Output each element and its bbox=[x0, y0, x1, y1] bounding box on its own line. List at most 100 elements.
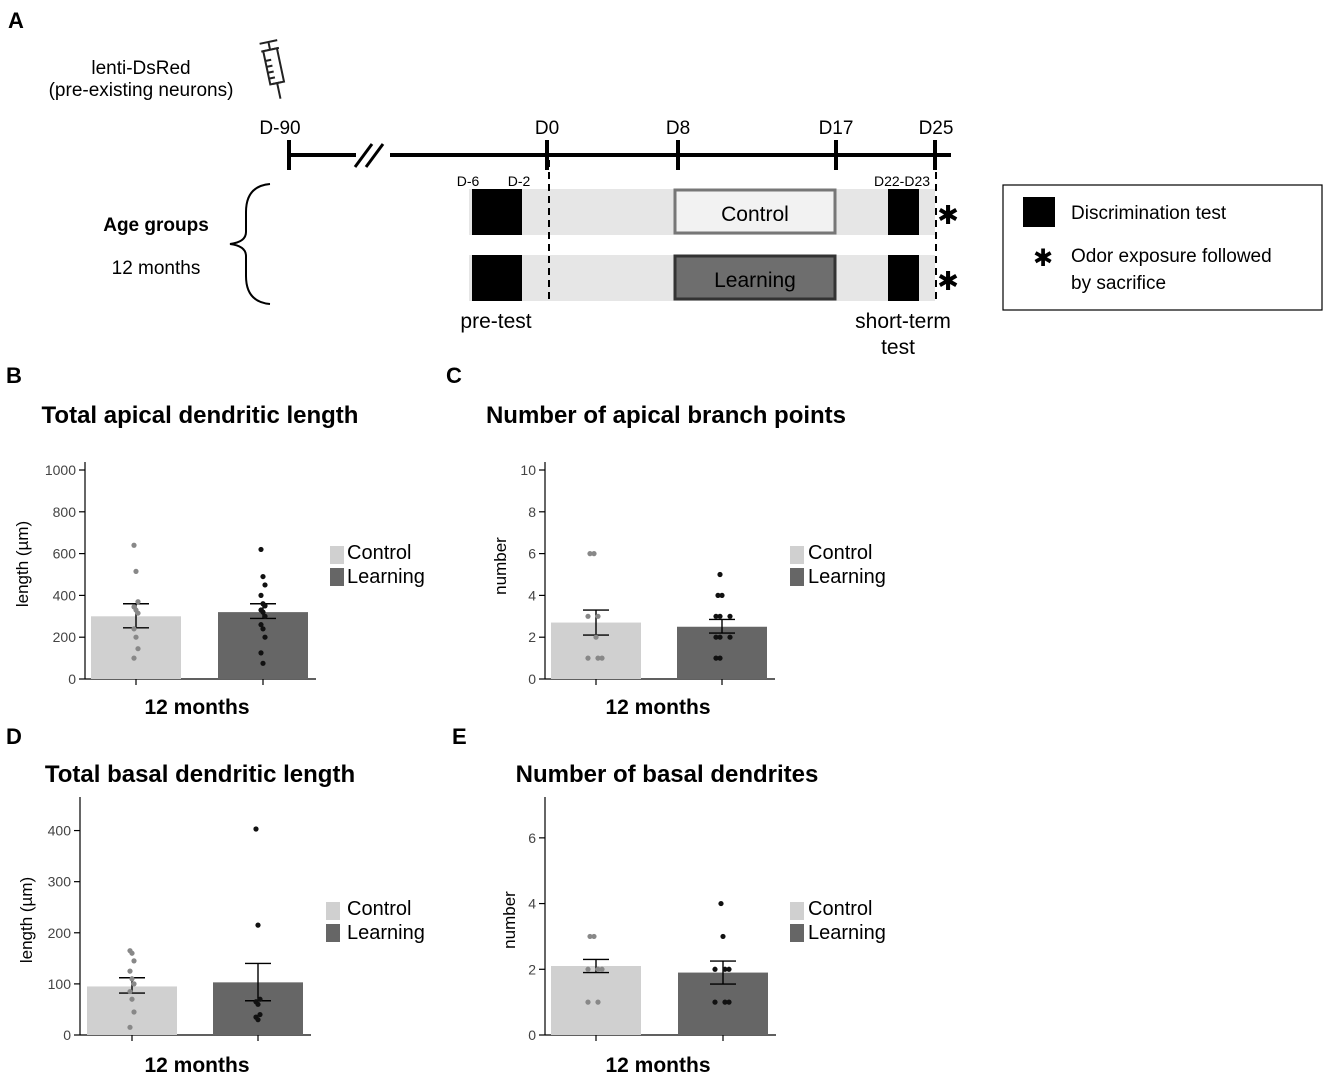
x-category-label: 12 months bbox=[605, 696, 710, 719]
y-tick-label: 400 bbox=[53, 587, 77, 603]
legend-control: Control bbox=[347, 542, 411, 564]
data-point bbox=[726, 999, 732, 1005]
y-tick-label: 300 bbox=[48, 874, 72, 890]
data-point bbox=[258, 546, 264, 553]
day-label-d17: D17 bbox=[819, 118, 854, 139]
data-point bbox=[255, 922, 261, 928]
data-point bbox=[127, 988, 133, 995]
panel-a: A lenti-DsRed (pre-existing neurons) bbox=[8, 8, 1323, 359]
data-point bbox=[727, 634, 733, 640]
data-point bbox=[599, 966, 605, 972]
discrimination-block bbox=[472, 255, 522, 301]
day-label-d0: D0 bbox=[535, 118, 559, 139]
data-point bbox=[713, 634, 719, 640]
timeline-legend: Discrimination test ✱ Odor exposure foll… bbox=[1002, 184, 1323, 311]
legend-learning: Learning bbox=[347, 922, 425, 944]
learning-box bbox=[673, 254, 837, 301]
data-point bbox=[585, 655, 591, 661]
label-d-2: D-2 bbox=[508, 173, 531, 189]
y-tick-label: 200 bbox=[53, 629, 77, 645]
y-tick-label: 400 bbox=[48, 823, 72, 839]
panel-d: D Total basal dendritic length length (µ… bbox=[6, 724, 425, 1077]
data-point bbox=[131, 626, 137, 632]
data-point bbox=[595, 966, 601, 972]
label-d22-d23: D22-D23 bbox=[874, 173, 930, 189]
data-point bbox=[131, 981, 137, 987]
legend-swatch-learning bbox=[326, 924, 340, 942]
legend-swatch-control bbox=[326, 902, 340, 920]
panel-letter-d: D bbox=[6, 724, 22, 749]
data-point bbox=[717, 634, 723, 640]
data-point bbox=[591, 551, 597, 557]
y-tick-label: 0 bbox=[63, 1027, 71, 1043]
y-tick-label: 0 bbox=[528, 671, 536, 687]
data-point bbox=[262, 603, 268, 609]
data-point bbox=[585, 613, 591, 619]
chart-title: Total basal dendritic length bbox=[45, 761, 355, 788]
data-point bbox=[587, 933, 593, 940]
y-tick-label: 200 bbox=[48, 925, 72, 941]
x-category-label: 12 months bbox=[144, 1054, 249, 1077]
data-point bbox=[129, 950, 135, 956]
asterisk-icon: ✱ bbox=[937, 200, 959, 230]
y-tick-label: 800 bbox=[53, 504, 77, 520]
shortterm-label-line2: test bbox=[881, 336, 915, 359]
data-point bbox=[717, 571, 723, 578]
day-label-d25: D25 bbox=[919, 118, 954, 139]
data-point bbox=[131, 1009, 137, 1015]
pretest-label: pre-test bbox=[460, 310, 531, 333]
data-point bbox=[712, 966, 718, 972]
y-tick-label: 2 bbox=[528, 961, 536, 977]
legend-learning: Learning bbox=[808, 922, 886, 944]
y-axis-title: number bbox=[491, 537, 510, 595]
legend-learning: Learning bbox=[347, 566, 425, 588]
data-point bbox=[595, 999, 601, 1005]
age-groups-label: Age groups bbox=[103, 215, 209, 236]
timeline: D-90 D0 D8 D17 D25 bbox=[259, 118, 953, 170]
data-point bbox=[719, 592, 725, 599]
panel-letter-a: A bbox=[8, 8, 24, 33]
legend-discrimination: Discrimination test bbox=[1071, 203, 1227, 224]
data-point bbox=[260, 573, 266, 580]
legend-odor-line1: Odor exposure followed bbox=[1071, 246, 1272, 267]
data-point bbox=[718, 900, 724, 907]
data-point bbox=[135, 599, 141, 605]
asterisk-icon: ✱ bbox=[1033, 245, 1053, 272]
legend-swatch-control bbox=[790, 546, 804, 564]
data-point bbox=[717, 613, 723, 619]
legend-swatch-learning bbox=[790, 568, 804, 586]
learning-box-label: Learning bbox=[714, 269, 796, 292]
y-axis-title: length (µm) bbox=[17, 877, 36, 963]
panel-c: C Number of apical branch points number … bbox=[446, 363, 886, 719]
y-tick-label: 8 bbox=[528, 504, 536, 520]
control-track: Control ✱ bbox=[469, 188, 959, 235]
data-point bbox=[591, 933, 597, 940]
bar-learning bbox=[218, 612, 308, 679]
data-point bbox=[599, 655, 605, 661]
data-point bbox=[260, 626, 266, 632]
learning-track: Learning ✱ bbox=[469, 254, 959, 301]
data-point bbox=[133, 634, 139, 640]
control-box bbox=[673, 188, 837, 235]
data-point bbox=[257, 1011, 263, 1018]
legend-swatch-learning bbox=[330, 568, 344, 586]
data-point bbox=[258, 592, 264, 599]
y-tick-label: 0 bbox=[68, 671, 76, 687]
data-point bbox=[255, 1017, 261, 1023]
panel-letter-e: E bbox=[452, 724, 467, 749]
shortterm-label-line1: short-term bbox=[855, 310, 951, 333]
panel-b: B Total apical dendritic length length (… bbox=[6, 363, 425, 719]
y-tick-label: 1000 bbox=[45, 462, 76, 478]
legend-control: Control bbox=[347, 898, 411, 920]
data-point bbox=[722, 966, 728, 972]
data-point bbox=[726, 966, 732, 972]
y-tick-label: 10 bbox=[520, 462, 536, 478]
y-axis-title: number bbox=[500, 891, 519, 949]
data-point bbox=[131, 655, 137, 661]
x-category-label: 12 months bbox=[144, 696, 249, 719]
syringe-icon bbox=[259, 39, 286, 99]
data-point bbox=[127, 968, 133, 974]
data-point bbox=[131, 958, 137, 964]
bar-learning bbox=[677, 626, 767, 679]
data-point bbox=[262, 613, 268, 619]
